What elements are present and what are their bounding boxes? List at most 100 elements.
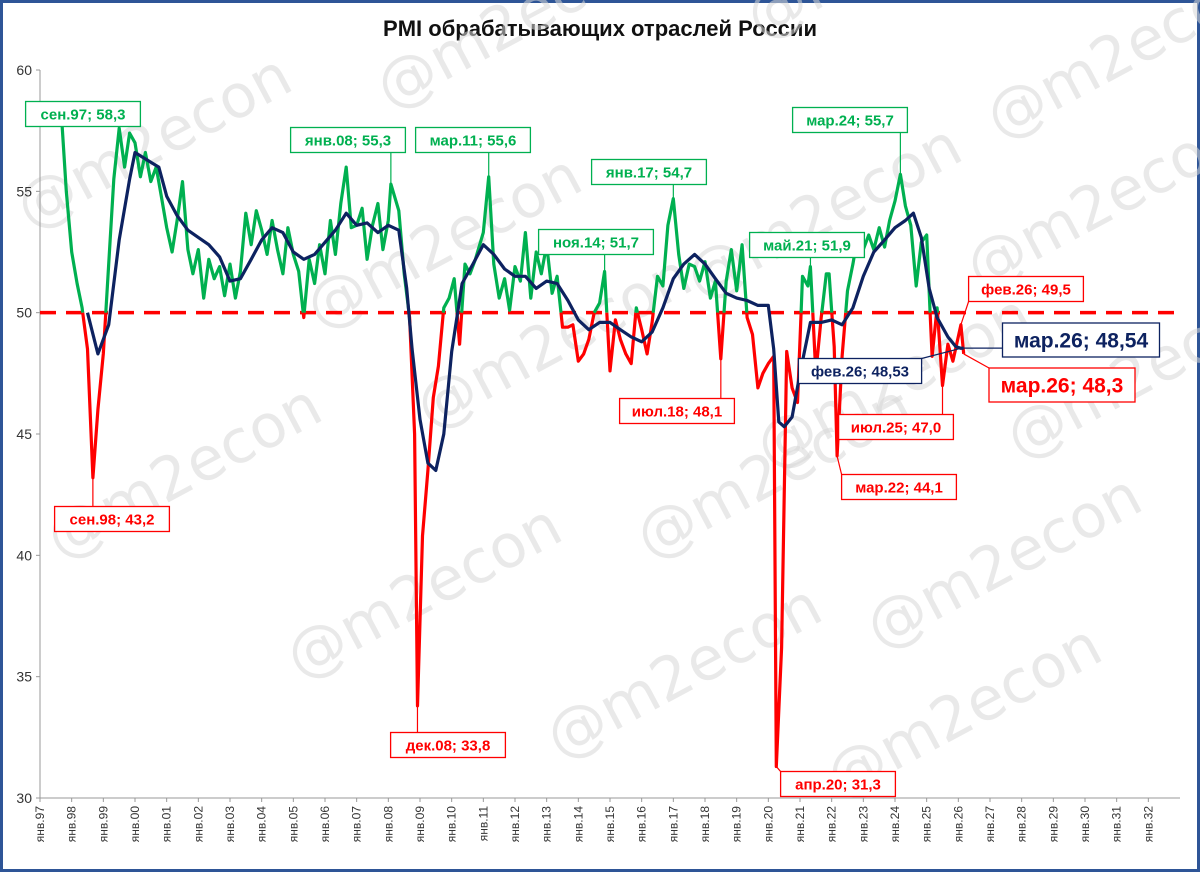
- pmi-line-below-50: [716, 312, 726, 361]
- annotation-label: ноя.14; 51,7: [553, 234, 639, 251]
- trend-line: [85, 150, 964, 472]
- pmi-line-below-50: [559, 312, 596, 363]
- x-tick-label: янв.12: [508, 806, 522, 843]
- pmi-line-below-50: [81, 312, 108, 480]
- watermark-text: @m2econ: [364, 0, 663, 123]
- x-tick-label: янв.28: [1015, 806, 1029, 843]
- x-tick-label: янв.06: [318, 806, 332, 843]
- pmi-line-above-50: [634, 306, 640, 314]
- annotation-box: [840, 473, 958, 501]
- x-tick-label: янв.18: [698, 806, 712, 843]
- annotation-box: [618, 397, 736, 425]
- pmi-line-below-50: [605, 312, 638, 373]
- pmi-line-above-50: [722, 243, 749, 313]
- x-tick-label: янв.23: [856, 806, 870, 843]
- x-tick-label: янв.32: [1141, 806, 1155, 843]
- x-tick-label: янв.13: [540, 806, 554, 843]
- pmi-line-below-50: [455, 312, 464, 346]
- x-tick-label: янв.09: [413, 806, 427, 843]
- annotation-box: [289, 126, 407, 154]
- x-tick-label: янв.07: [350, 806, 364, 843]
- y-tick-label: 55: [16, 183, 32, 199]
- x-tick-label: янв.02: [191, 806, 205, 843]
- annotation-labels: сен.97; 58,3 сен.98; 43,2 янв.08; 55,3 дек.…: [24, 100, 1161, 798]
- x-tick-label: янв.05: [286, 806, 300, 843]
- pmi-line-below-50: [635, 312, 655, 356]
- annotation-label: апр.20; 31,3: [795, 776, 881, 793]
- x-tick-label: янв.10: [445, 806, 459, 843]
- axes: 30 35 40 45 50 55 60 янв.97 янв.98 янв.99 янв.00 ян…: [16, 62, 1180, 842]
- x-tick-label: янв.22: [825, 806, 839, 843]
- pmi-line-below-50: [811, 312, 824, 375]
- annotation-label: янв.17; 54,7: [606, 164, 692, 181]
- annotation-box: [53, 505, 171, 533]
- x-tick-label: янв.15: [603, 806, 617, 843]
- annotation-leader: [775, 766, 782, 772]
- pmi-line-above-50: [820, 272, 834, 313]
- pmi-line-above-50: [441, 277, 459, 313]
- watermark-text: @m2econ: [734, 0, 1033, 53]
- y-tick-label: 40: [16, 547, 32, 563]
- x-tick-label: янв.14: [571, 806, 585, 843]
- annotation-label: фев.26; 49,5: [981, 281, 1071, 298]
- annotation-label: мар.26; 48,3: [1001, 375, 1124, 398]
- annotation-label: мар.11; 55,6: [430, 132, 517, 149]
- annotation-box: [791, 106, 909, 134]
- annotation-box: [1001, 322, 1161, 358]
- x-tick-label: янв.11: [476, 806, 490, 842]
- watermark-layer: @m2econ@m2econ @m2econ@m2econ @m2econ@m2ec…: [4, 0, 1200, 813]
- annotation-box: [988, 367, 1136, 403]
- annotation-label: сен.98; 43,2: [70, 511, 155, 528]
- x-tick-label: янв.04: [255, 806, 269, 843]
- annotation-label: мар.22; 44,1: [855, 479, 943, 496]
- pmi-line-above-50: [651, 197, 720, 313]
- annotation-leader: [921, 347, 962, 360]
- x-tick-label: янв.20: [761, 806, 775, 843]
- x-tick-label: янв.25: [920, 806, 934, 843]
- pmi-line-below-50: [745, 312, 803, 769]
- annotation-box: [590, 158, 708, 186]
- annotation-leader: [836, 455, 843, 475]
- annotation-label: июл.18; 48,1: [632, 403, 722, 420]
- annotation-box: [797, 357, 923, 385]
- annotation-box: [779, 770, 897, 798]
- annotation-box: [414, 126, 532, 154]
- annotation-label: июл.25; 47,0: [851, 419, 941, 436]
- annotation-box: [748, 231, 866, 259]
- y-tick-label: 60: [16, 62, 32, 78]
- annotation-label: дек.08; 33,8: [406, 737, 491, 754]
- x-tick-label: янв.01: [160, 806, 174, 843]
- annotation-box: [389, 731, 507, 759]
- pmi-line-above-50: [799, 265, 815, 313]
- pmi-line-below-50: [935, 312, 966, 388]
- pmi-line-above-50: [592, 269, 609, 314]
- annotation-label: мар.26; 48,54: [1014, 330, 1149, 353]
- x-tick-label: янв.17: [666, 806, 680, 843]
- pmi-line-below-50: [830, 312, 848, 458]
- y-tick-label: 30: [16, 790, 32, 806]
- annotation-box: [537, 228, 655, 256]
- x-tick-label: янв.29: [1046, 806, 1060, 843]
- x-tick-label: янв.99: [96, 806, 110, 843]
- annotation-leader: [960, 301, 970, 325]
- annotation-label: фев.26; 48,53: [811, 363, 909, 380]
- annotation-label: сен.97; 58,3: [41, 106, 126, 123]
- x-tick-label: янв.08: [381, 806, 395, 843]
- x-tick-label: янв.24: [888, 806, 902, 843]
- x-tick-label: янв.03: [223, 806, 237, 843]
- pmi-line-below-50: [301, 312, 306, 320]
- annotation-leader: [963, 353, 990, 369]
- annotation-box: [24, 100, 142, 128]
- pmi-line-above-50: [59, 111, 85, 313]
- y-tick-label: 45: [16, 426, 32, 442]
- annotation-box: [967, 275, 1085, 303]
- x-tick-label: янв.19: [730, 806, 744, 843]
- y-tick-label: 50: [16, 305, 32, 321]
- x-tick-label: янв.16: [635, 806, 649, 843]
- series-lines: [59, 111, 966, 769]
- y-tick-label: 35: [16, 669, 32, 685]
- chart-title: PMI обрабатывающих отраслей России: [383, 16, 817, 41]
- annotation-label: мар.24; 55,7: [806, 112, 894, 129]
